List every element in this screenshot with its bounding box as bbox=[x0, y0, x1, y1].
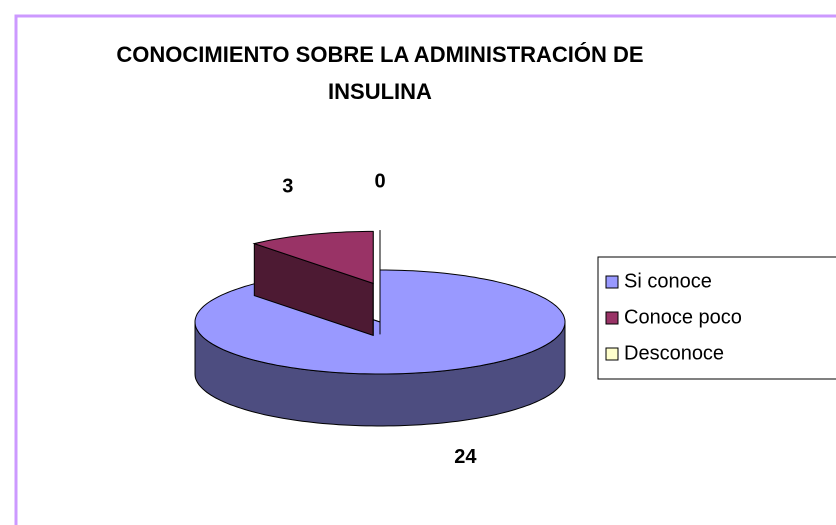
slice-top bbox=[252, 230, 374, 285]
legend-label: Conoce poco bbox=[624, 306, 742, 328]
pie-slice bbox=[252, 230, 374, 337]
data-label: 24 bbox=[454, 446, 477, 468]
legend-swatch bbox=[605, 275, 619, 289]
legend-label: Si conoce bbox=[624, 270, 712, 292]
legend-box bbox=[597, 256, 836, 380]
legend-swatch bbox=[605, 347, 619, 361]
data-label: 0 bbox=[374, 170, 385, 192]
chart-title: CONOCIMIENTO SOBRE LA ADMINISTRACIÓN DE … bbox=[116, 42, 644, 104]
chart-frame bbox=[14, 14, 836, 525]
data-label: 3 bbox=[282, 176, 293, 198]
legend-swatch bbox=[605, 311, 619, 325]
legend-label: Desconoce bbox=[624, 342, 724, 364]
